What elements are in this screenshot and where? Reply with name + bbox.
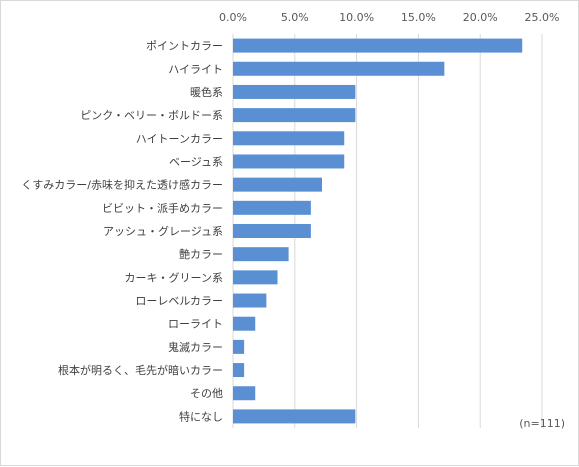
bars [233, 38, 523, 424]
category-label: 鬼滅カラー [168, 340, 223, 354]
bar [233, 247, 289, 262]
category-label: ハイライト [168, 63, 223, 76]
bar [233, 224, 311, 238]
category-label: アッシュ・グレージュ系 [103, 224, 223, 238]
bar [233, 200, 311, 215]
category-label: ピンク・ベリー・ボルドー系 [80, 109, 223, 122]
bar [233, 316, 256, 331]
category-label: くすみカラー/赤味を抑えた透け感カラー [21, 178, 223, 192]
sample-size-note: (n=111) [519, 417, 565, 430]
category-label: ローライト [168, 318, 223, 331]
gridlines [232, 34, 543, 428]
bar [233, 409, 356, 424]
category-label: ローレベルカラー [135, 295, 223, 308]
bar [233, 339, 245, 354]
bar [233, 84, 356, 99]
bar [233, 131, 345, 146]
bar [233, 363, 245, 378]
x-tick-label: 25.0% [525, 11, 560, 24]
x-tick-label: 0.0% [219, 11, 247, 24]
bar [233, 154, 345, 169]
category-labels: ポイントカラーハイライト暖色系ピンク・ベリー・ボルドー系ハイトーンカラーベージュ… [21, 40, 223, 424]
category-label: その他 [190, 387, 223, 400]
bar [233, 293, 267, 308]
x-axis-tick-labels: 0.0% 5.0% 10.0% 15.0% 20.0% 25.0% [219, 11, 559, 24]
category-label: 特になし [179, 409, 223, 423]
category-label: ベージュ系 [169, 155, 223, 168]
bar [233, 61, 445, 76]
x-tick-label: 5.0% [281, 11, 309, 24]
category-label: 根本が明るく、毛先が暗いカラー [58, 363, 223, 377]
category-label: 艶カラー [179, 247, 223, 261]
bar [233, 108, 356, 123]
category-label: ポイントカラー [146, 40, 223, 53]
category-label: ハイトーンカラー [136, 132, 223, 145]
x-tick-label: 20.0% [463, 11, 498, 24]
category-label: カーキ・グリーン系 [125, 270, 223, 284]
bar [233, 386, 256, 401]
category-label: ビビット・派手めカラー [102, 201, 223, 215]
bar [233, 177, 322, 192]
x-tick-label: 15.0% [401, 11, 436, 24]
category-label: 暖色系 [190, 85, 223, 99]
bar [233, 38, 523, 53]
bar [233, 270, 278, 285]
x-tick-label: 10.0% [339, 11, 374, 24]
